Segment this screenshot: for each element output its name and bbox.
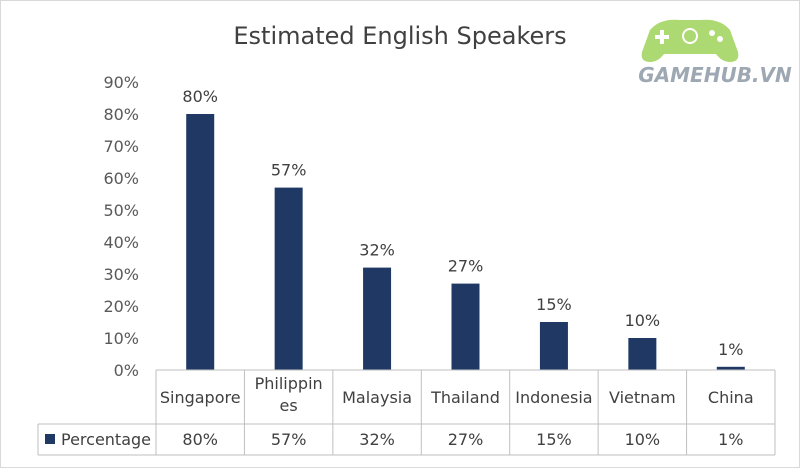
bar (539, 322, 568, 370)
y-tick-label: 70% (103, 137, 139, 156)
bar (363, 267, 392, 370)
y-tick-label: 30% (103, 265, 139, 284)
category-label: China (708, 388, 754, 407)
category-label: Singapore (160, 388, 241, 407)
data-labels: 80% 57% 32% 27% 15% 10% 1% (182, 87, 743, 359)
data-label: 10% (625, 311, 661, 330)
bar (716, 366, 745, 370)
watermark-text: GAMEHUB.VN (638, 63, 792, 87)
bar (628, 338, 657, 370)
table-value: 32% (359, 430, 395, 449)
y-tick-label: 40% (103, 233, 139, 252)
data-label: 15% (536, 295, 572, 314)
data-label: 1% (718, 340, 743, 359)
data-label: 80% (182, 87, 218, 106)
category-label: Philippin (255, 374, 323, 393)
y-tick-label: 90% (103, 73, 139, 92)
y-tick-label: 10% (103, 329, 139, 348)
bars (186, 114, 745, 370)
data-label: 57% (271, 161, 307, 180)
table-value: 27% (448, 430, 484, 449)
chart-title: Estimated English Speakers (233, 22, 567, 50)
data-label: 32% (359, 241, 395, 260)
category-label: Malaysia (342, 388, 412, 407)
y-tick-label: 0% (114, 361, 139, 380)
category-label: Vietnam (609, 388, 676, 407)
gamepad-icon (641, 19, 739, 62)
data-label: 27% (448, 257, 484, 276)
category-label: Thailand (430, 388, 500, 407)
y-tick-label: 60% (103, 169, 139, 188)
watermark: GAMEHUB.VN (638, 19, 792, 87)
table-value: 1% (718, 430, 743, 449)
table-value: 15% (536, 430, 572, 449)
table-value: 10% (625, 430, 661, 449)
category-label: Indonesia (515, 388, 592, 407)
bar (186, 114, 215, 370)
category-label: es (280, 396, 298, 415)
y-tick-label: 20% (103, 297, 139, 316)
data-table: Singapore Philippin es Malaysia Thailand Indo… (37, 369, 776, 456)
bar (274, 187, 303, 370)
y-axis: 0% 10% 20% 30% 40% 50% 60% 70% 80% 90% (103, 73, 139, 380)
table-value: 80% (182, 430, 218, 449)
bar (451, 283, 480, 370)
y-tick-label: 50% (103, 201, 139, 220)
legend-key (45, 434, 55, 444)
legend-label: Percentage (61, 430, 151, 449)
y-tick-label: 80% (103, 105, 139, 124)
table-value: 57% (271, 430, 307, 449)
